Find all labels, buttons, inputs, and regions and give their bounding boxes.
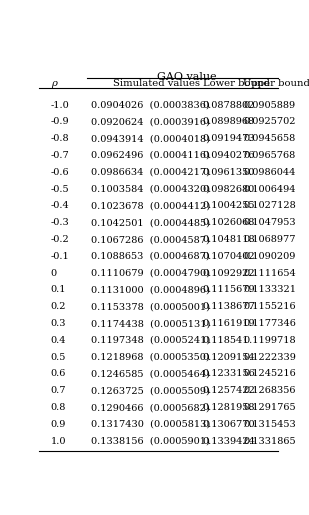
Text: GAO value: GAO value xyxy=(157,72,217,82)
Text: 0.1153378  (0.0005001): 0.1153378 (0.0005001) xyxy=(91,302,210,311)
Text: 0.0945658: 0.0945658 xyxy=(243,134,296,143)
Text: 0.0943914  (0.0004018): 0.0943914 (0.0004018) xyxy=(91,134,210,143)
Text: 0.1218968  (0.0005350): 0.1218968 (0.0005350) xyxy=(91,353,210,362)
Text: 0.0986044: 0.0986044 xyxy=(243,168,296,177)
Text: ρ: ρ xyxy=(51,78,57,88)
Text: 0.0904026  (0.0003836): 0.0904026 (0.0003836) xyxy=(91,100,210,110)
Text: 0.9: 0.9 xyxy=(51,420,66,429)
Text: 0.0925702: 0.0925702 xyxy=(243,117,296,126)
Text: 0.1338156  (0.0005901): 0.1338156 (0.0005901) xyxy=(91,437,210,445)
Text: 0.0905889: 0.0905889 xyxy=(243,100,295,110)
Text: 0.1067286  (0.0004587): 0.1067286 (0.0004587) xyxy=(91,235,210,244)
Text: 0: 0 xyxy=(51,269,57,278)
Text: 0.1315453: 0.1315453 xyxy=(243,420,296,429)
Text: 0.0878802: 0.0878802 xyxy=(203,100,255,110)
Text: 0.1111654: 0.1111654 xyxy=(243,269,296,278)
Text: 0.1209154: 0.1209154 xyxy=(203,353,255,362)
Text: 0.6: 0.6 xyxy=(51,369,66,379)
Text: 0.1088653  (0.0004687): 0.1088653 (0.0004687) xyxy=(91,252,210,261)
Text: Upper bound: Upper bound xyxy=(243,78,309,88)
Text: 0.1245216: 0.1245216 xyxy=(243,369,296,379)
Text: 0.1233156: 0.1233156 xyxy=(203,369,256,379)
Text: 0.3: 0.3 xyxy=(51,319,66,328)
Text: 0.1339424: 0.1339424 xyxy=(203,437,256,445)
Text: 0.1177346: 0.1177346 xyxy=(243,319,296,328)
Text: 0.1290466  (0.0005682): 0.1290466 (0.0005682) xyxy=(91,403,210,412)
Text: -0.4: -0.4 xyxy=(51,201,69,211)
Text: 0.0919473: 0.0919473 xyxy=(203,134,255,143)
Text: 0.1006494: 0.1006494 xyxy=(243,185,296,194)
Text: 0.0961350: 0.0961350 xyxy=(203,168,255,177)
Text: 0.0898968: 0.0898968 xyxy=(203,117,255,126)
Text: 0.1004255: 0.1004255 xyxy=(203,201,255,211)
Text: 0.1174438  (0.0005131): 0.1174438 (0.0005131) xyxy=(91,319,211,328)
Text: 0.1155216: 0.1155216 xyxy=(243,302,296,311)
Text: 1.0: 1.0 xyxy=(51,437,66,445)
Text: 0.1090209: 0.1090209 xyxy=(243,252,296,261)
Text: 0.0982680: 0.0982680 xyxy=(203,185,255,194)
Text: 0.1263725  (0.0005509): 0.1263725 (0.0005509) xyxy=(91,386,210,396)
Text: 0.1199718: 0.1199718 xyxy=(243,336,296,345)
Text: 0.1070402: 0.1070402 xyxy=(203,252,255,261)
Text: -1.0: -1.0 xyxy=(51,100,69,110)
Text: 0.7: 0.7 xyxy=(51,386,66,396)
Text: 0.1331865: 0.1331865 xyxy=(243,437,296,445)
Text: 0.0965768: 0.0965768 xyxy=(243,151,296,160)
Text: 0.1: 0.1 xyxy=(51,285,66,295)
Text: 0.1068977: 0.1068977 xyxy=(243,235,296,244)
Text: -0.7: -0.7 xyxy=(51,151,69,160)
Text: 0.1003584  (0.0004320): 0.1003584 (0.0004320) xyxy=(91,185,210,194)
Text: 0.1048118: 0.1048118 xyxy=(203,235,255,244)
Text: 0.1246585  (0.0005464): 0.1246585 (0.0005464) xyxy=(91,369,210,379)
Text: -0.5: -0.5 xyxy=(51,185,69,194)
Text: 0.0940276: 0.0940276 xyxy=(203,151,255,160)
Text: 0.1023678  (0.0004412): 0.1023678 (0.0004412) xyxy=(91,201,210,211)
Text: 0.8: 0.8 xyxy=(51,403,66,412)
Text: 0.1222339: 0.1222339 xyxy=(243,353,296,362)
Text: 0.1291765: 0.1291765 xyxy=(243,403,296,412)
Text: -0.8: -0.8 xyxy=(51,134,69,143)
Text: 0.1268356: 0.1268356 xyxy=(243,386,296,396)
Text: 0.0962496  (0.0004116): 0.0962496 (0.0004116) xyxy=(91,151,210,160)
Text: -0.6: -0.6 xyxy=(51,168,69,177)
Text: 0.1110679  (0.0004790): 0.1110679 (0.0004790) xyxy=(91,269,210,278)
Text: 0.118541: 0.118541 xyxy=(203,336,249,345)
Text: 0.1257422: 0.1257422 xyxy=(203,386,256,396)
Text: 0.1131000  (0.0004896): 0.1131000 (0.0004896) xyxy=(91,285,210,295)
Text: 0.1281958: 0.1281958 xyxy=(203,403,255,412)
Text: Lower bound: Lower bound xyxy=(203,78,269,88)
Text: 0.1133321: 0.1133321 xyxy=(243,285,296,295)
Text: 0.1026068: 0.1026068 xyxy=(203,218,255,227)
Text: 0.1047953: 0.1047953 xyxy=(243,218,296,227)
Text: 0.1317430  (0.0005813): 0.1317430 (0.0005813) xyxy=(91,420,210,429)
Text: 0.1027128: 0.1027128 xyxy=(243,201,296,211)
Text: -0.3: -0.3 xyxy=(51,218,69,227)
Text: 0.1042501  (0.0004485): 0.1042501 (0.0004485) xyxy=(91,218,210,227)
Text: 0.0986634  (0.0004217): 0.0986634 (0.0004217) xyxy=(91,168,210,177)
Text: -0.2: -0.2 xyxy=(51,235,69,244)
Text: 0.5: 0.5 xyxy=(51,353,66,362)
Text: 0.2: 0.2 xyxy=(51,302,66,311)
Text: 0.0920624  (0.0003916): 0.0920624 (0.0003916) xyxy=(91,117,210,126)
Text: 0.4: 0.4 xyxy=(51,336,66,345)
Text: 0.1197348  (0.0005241): 0.1197348 (0.0005241) xyxy=(91,336,210,345)
Text: -0.1: -0.1 xyxy=(51,252,69,261)
Text: 0.1115679: 0.1115679 xyxy=(203,285,255,295)
Text: 0.1092922: 0.1092922 xyxy=(203,269,255,278)
Text: 0.1138677: 0.1138677 xyxy=(203,302,256,311)
Text: -0.9: -0.9 xyxy=(51,117,69,126)
Text: 0.1161919: 0.1161919 xyxy=(203,319,255,328)
Text: 0.1306770: 0.1306770 xyxy=(203,420,255,429)
Text: Simulated values: Simulated values xyxy=(113,78,200,88)
